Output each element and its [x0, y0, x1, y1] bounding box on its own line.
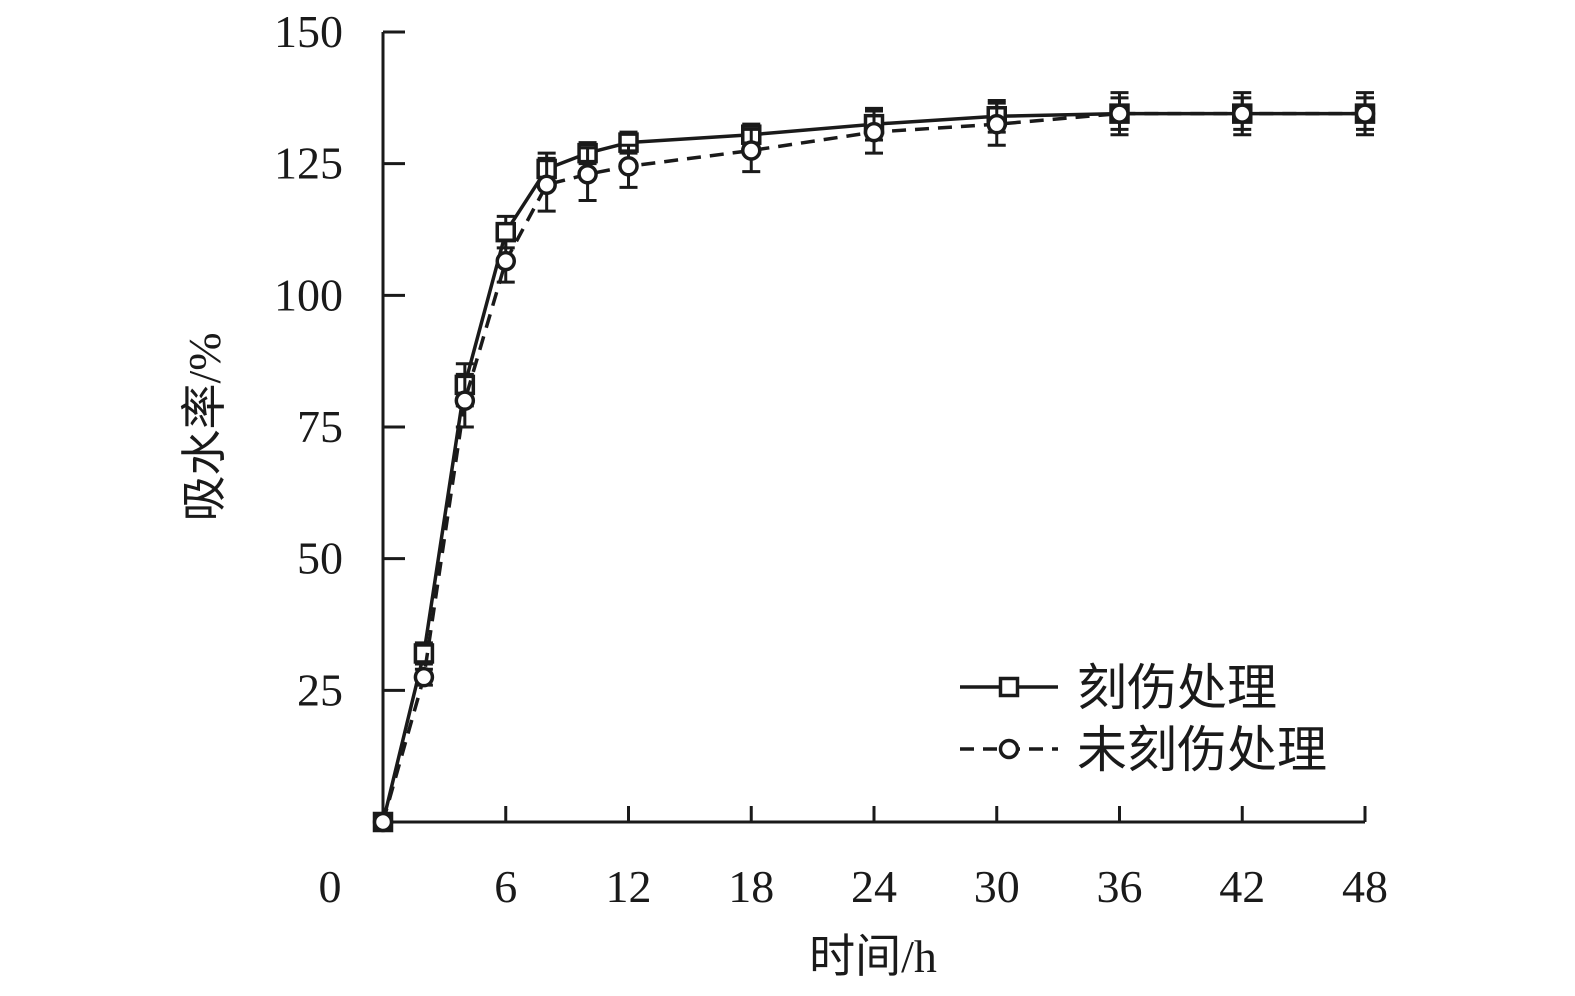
- axes: 25 50 75 100 125 150 0 6 12 18 24 30 36 42 48: [274, 6, 1388, 912]
- series-unscored: [372, 96, 1376, 833]
- x-tick-label: 12: [606, 861, 652, 912]
- x-tick-label: 0: [319, 861, 342, 912]
- legend-label: 未刻伤处理: [1077, 722, 1327, 778]
- data-point: [577, 163, 598, 185]
- x-tick-label: 42: [1219, 861, 1265, 912]
- legend-marker: [998, 738, 1020, 760]
- data-point: [495, 221, 516, 243]
- data-point: [413, 643, 435, 664]
- data-point: [1232, 103, 1253, 124]
- y-axis-title: 吸水率/%: [179, 332, 230, 521]
- y-tick-label: 150: [274, 6, 343, 57]
- data-point: [495, 250, 516, 272]
- data-point: [986, 113, 1007, 135]
- data-point: [454, 390, 476, 411]
- y-tick-label: 100: [274, 269, 343, 320]
- legend-label: 刻伤处理: [1077, 660, 1277, 716]
- y-tick-label: 50: [297, 533, 343, 584]
- series-scored: [372, 91, 1376, 833]
- data-point: [536, 174, 557, 195]
- data-point: [618, 156, 639, 177]
- x-axis-title: 时间/h: [809, 931, 937, 982]
- x-tick-label: 30: [974, 861, 1020, 912]
- data-point: [863, 121, 885, 143]
- legend-marker: [998, 676, 1020, 698]
- y-tick-label: 75: [297, 401, 343, 452]
- data-point: [1109, 103, 1130, 124]
- data-point: [1354, 103, 1376, 124]
- x-tick-label: 48: [1342, 861, 1388, 912]
- x-tick-label: 6: [494, 861, 517, 912]
- series-layer: [372, 91, 1376, 833]
- legend-item: 未刻伤处理: [960, 722, 1327, 778]
- x-tick-label: 24: [851, 861, 897, 912]
- data-point: [372, 811, 394, 833]
- x-tick-label: 18: [728, 861, 774, 912]
- y-tick-label: 25: [297, 664, 343, 715]
- data-point: [413, 666, 435, 688]
- y-tick-label: 125: [274, 138, 343, 189]
- legend-item: 刻伤处理: [960, 660, 1277, 716]
- data-point: [741, 140, 762, 161]
- x-tick-label: 36: [1097, 861, 1143, 912]
